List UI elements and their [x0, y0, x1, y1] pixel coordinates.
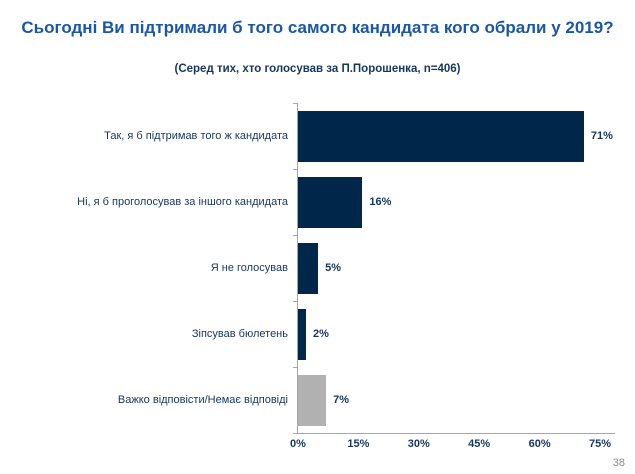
y-axis-line	[297, 103, 298, 434]
x-axis-tick-label: 0%	[290, 438, 306, 450]
y-axis-tick	[293, 235, 298, 236]
x-axis-line	[293, 433, 615, 434]
category-label: Ні, я б проголосував за іншого кандидата	[77, 195, 288, 208]
bar-row: Зіпсував бюлетень 2%	[0, 301, 635, 367]
category-label: Зіпсував бюлетень	[191, 327, 288, 340]
value-label: 7%	[333, 394, 350, 406]
bar	[298, 243, 319, 294]
x-axis-tick-label: 30%	[407, 438, 430, 450]
chart-subtitle: (Серед тих, хто голосував за П.Порошенка…	[174, 63, 461, 75]
bar-chart: Так, я б підтримав того ж кандидата 71% Ні…	[0, 103, 635, 433]
bar-row: Так, я б підтримав того ж кандидата 71%	[0, 103, 635, 169]
bar	[298, 177, 363, 228]
bar	[298, 309, 307, 360]
bar	[298, 375, 327, 426]
value-label: 71%	[590, 130, 613, 142]
category-label: Важко відповісти/Немає відповіді	[117, 393, 288, 406]
category-label: Так, я б підтримав того ж кандидата	[104, 129, 288, 142]
y-axis-tick	[293, 301, 298, 302]
category-label: Я не голосував	[210, 261, 288, 274]
x-axis-tick-label: 15%	[347, 438, 370, 450]
bar-row: Я не голосував 5%	[0, 235, 635, 301]
chart-title: Сьогодні Ви підтримали б того самого кан…	[21, 18, 614, 37]
x-axis-tick-label: 45%	[468, 438, 491, 450]
x-axis-tick-label: 75%	[588, 438, 612, 450]
x-axis-tick-label: 60%	[528, 438, 551, 450]
bar-row: Ні, я б проголосував за іншого кандидата…	[0, 169, 635, 235]
value-label: 2%	[313, 328, 329, 340]
y-axis-tick	[293, 367, 298, 368]
bar-row: Важко відповісти/Немає відповіді 7%	[0, 367, 635, 433]
page-number: 38	[612, 457, 625, 469]
value-label: 5%	[325, 262, 342, 274]
bar	[298, 111, 584, 162]
y-axis-tick	[293, 169, 298, 170]
y-axis-tick	[293, 103, 298, 104]
value-label: 16%	[369, 196, 392, 208]
